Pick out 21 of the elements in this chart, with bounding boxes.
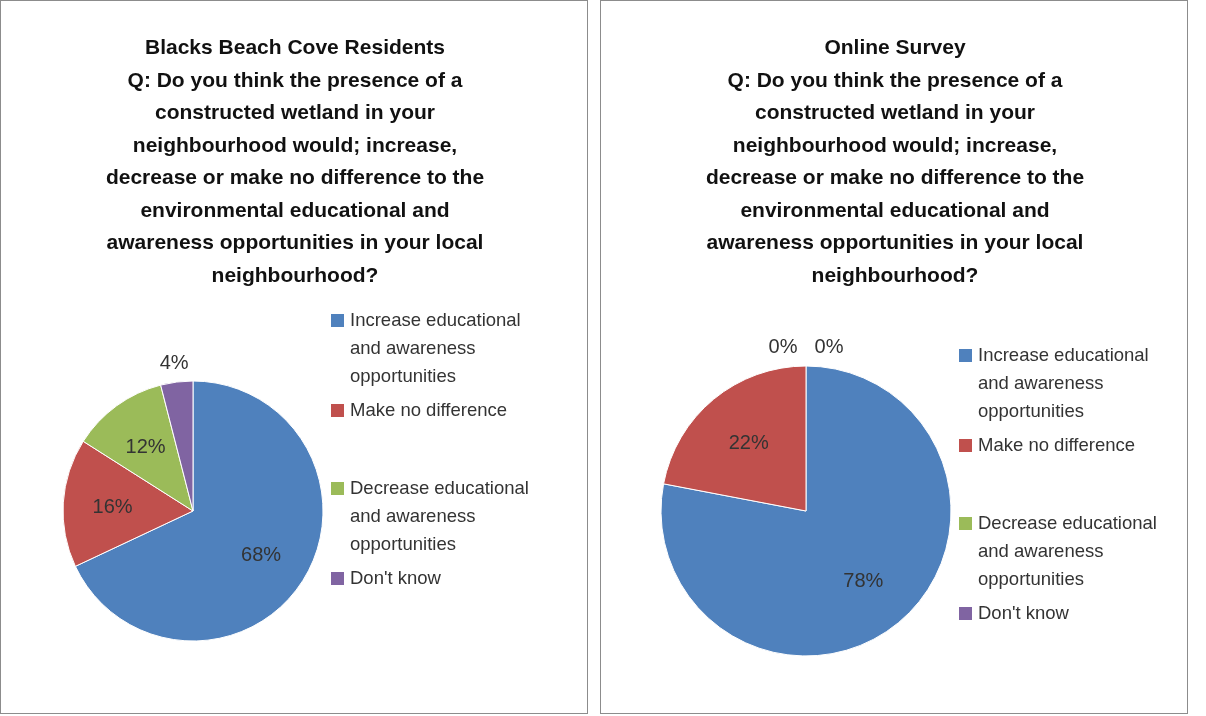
- text: 0%: [814, 335, 844, 357]
- data-label: 22%: [728, 430, 769, 453]
- chart-title: Blacks Beach Cove Residents: [144, 34, 446, 60]
- legend-label: Decrease educational and awareness opportunities: [350, 476, 530, 556]
- data-label: 12%: [125, 434, 166, 457]
- data-label: 78%: [843, 569, 884, 592]
- data-label: 68%: [241, 543, 282, 566]
- chart-subtitle: Q: Do you think the presence of a constructed wetland in your neighbourhood would; increase, decrease or make no difference to the environmental educational and awareness opportunities in your local neighbourhood?: [704, 66, 1086, 288]
- data-label: 4%: [159, 351, 189, 374]
- legend-label: Make no difference: [978, 433, 1136, 457]
- legend-label: Don't know: [350, 566, 441, 590]
- legend-label: Decrease educational and awareness opportunities: [978, 511, 1158, 591]
- chart-title: Online Survey: [823, 34, 967, 60]
- data-label: 16%: [92, 494, 133, 517]
- legend-label: Make no difference: [350, 398, 508, 422]
- legend-label: Increase educational and awareness opportunities: [978, 343, 1150, 423]
- pie-slice: [660, 365, 952, 657]
- legend-label: Increase educational and awareness opportunities: [350, 308, 522, 388]
- legend-label: Don't know: [978, 601, 1069, 625]
- chart-subtitle: Q: Do you think the presence of a constructed wetland in your neighbourhood would; increase, decrease or make no difference to the environmental educational and awareness opportunities in your local neighbourhood?: [104, 66, 486, 288]
- text: 0%: [768, 335, 798, 357]
